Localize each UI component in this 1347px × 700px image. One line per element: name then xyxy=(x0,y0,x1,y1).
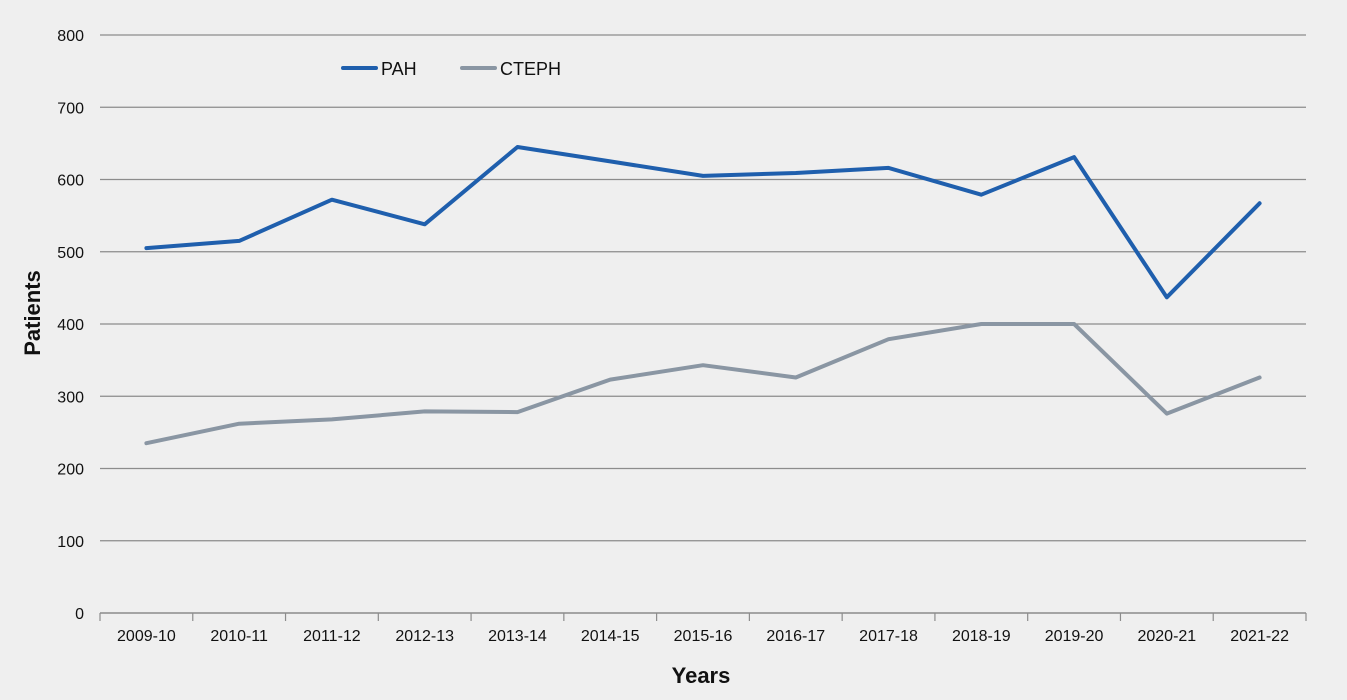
y-tick-label: 500 xyxy=(57,245,84,262)
series-line-pah xyxy=(144,145,1262,300)
y-tick-label: 700 xyxy=(57,100,84,117)
x-tick-label: 2015-16 xyxy=(674,628,733,645)
x-tick-label: 2013-14 xyxy=(488,628,547,645)
x-axis-ticks: 2009-10 2010-11 2011-12 2012-13 2013-14 2014-… xyxy=(117,628,1289,645)
legend: PAH CTEPH xyxy=(341,59,561,79)
x-tick-label: 2009-10 xyxy=(117,628,176,645)
y-tick-label: 300 xyxy=(57,389,84,406)
y-axis-title: Patients xyxy=(20,270,45,356)
y-axis-ticks: 0 100 200 300 400 500 600 700 800 xyxy=(57,28,84,623)
y-tick-label: 400 xyxy=(57,317,84,334)
x-tick-label: 2019-20 xyxy=(1045,628,1104,645)
x-tick-label: 2012-13 xyxy=(395,628,454,645)
x-axis xyxy=(99,612,1307,621)
x-axis-title: Years xyxy=(672,663,731,688)
y-tick-label: 200 xyxy=(57,462,84,479)
y-tick-label: 800 xyxy=(57,28,84,45)
x-tick-label: 2021-22 xyxy=(1230,628,1289,645)
x-tick-label: 2011-12 xyxy=(303,628,361,645)
x-tick-label: 2017-18 xyxy=(859,628,918,645)
x-tick-label: 2016-17 xyxy=(766,628,825,645)
grid-lines xyxy=(100,34,1306,542)
series-lines xyxy=(144,145,1262,446)
series-line-cteph xyxy=(144,322,1262,446)
x-tick-label: 2014-15 xyxy=(581,628,640,645)
y-tick-label: 600 xyxy=(57,173,84,190)
legend-label: PAH xyxy=(381,59,417,79)
x-tick-label: 2010-11 xyxy=(210,628,268,645)
legend-label: CTEPH xyxy=(500,59,561,79)
y-tick-label: 0 xyxy=(75,606,84,623)
y-tick-label: 100 xyxy=(57,534,84,551)
x-tick-label: 2018-19 xyxy=(952,628,1011,645)
x-tick-label: 2020-21 xyxy=(1137,628,1196,645)
